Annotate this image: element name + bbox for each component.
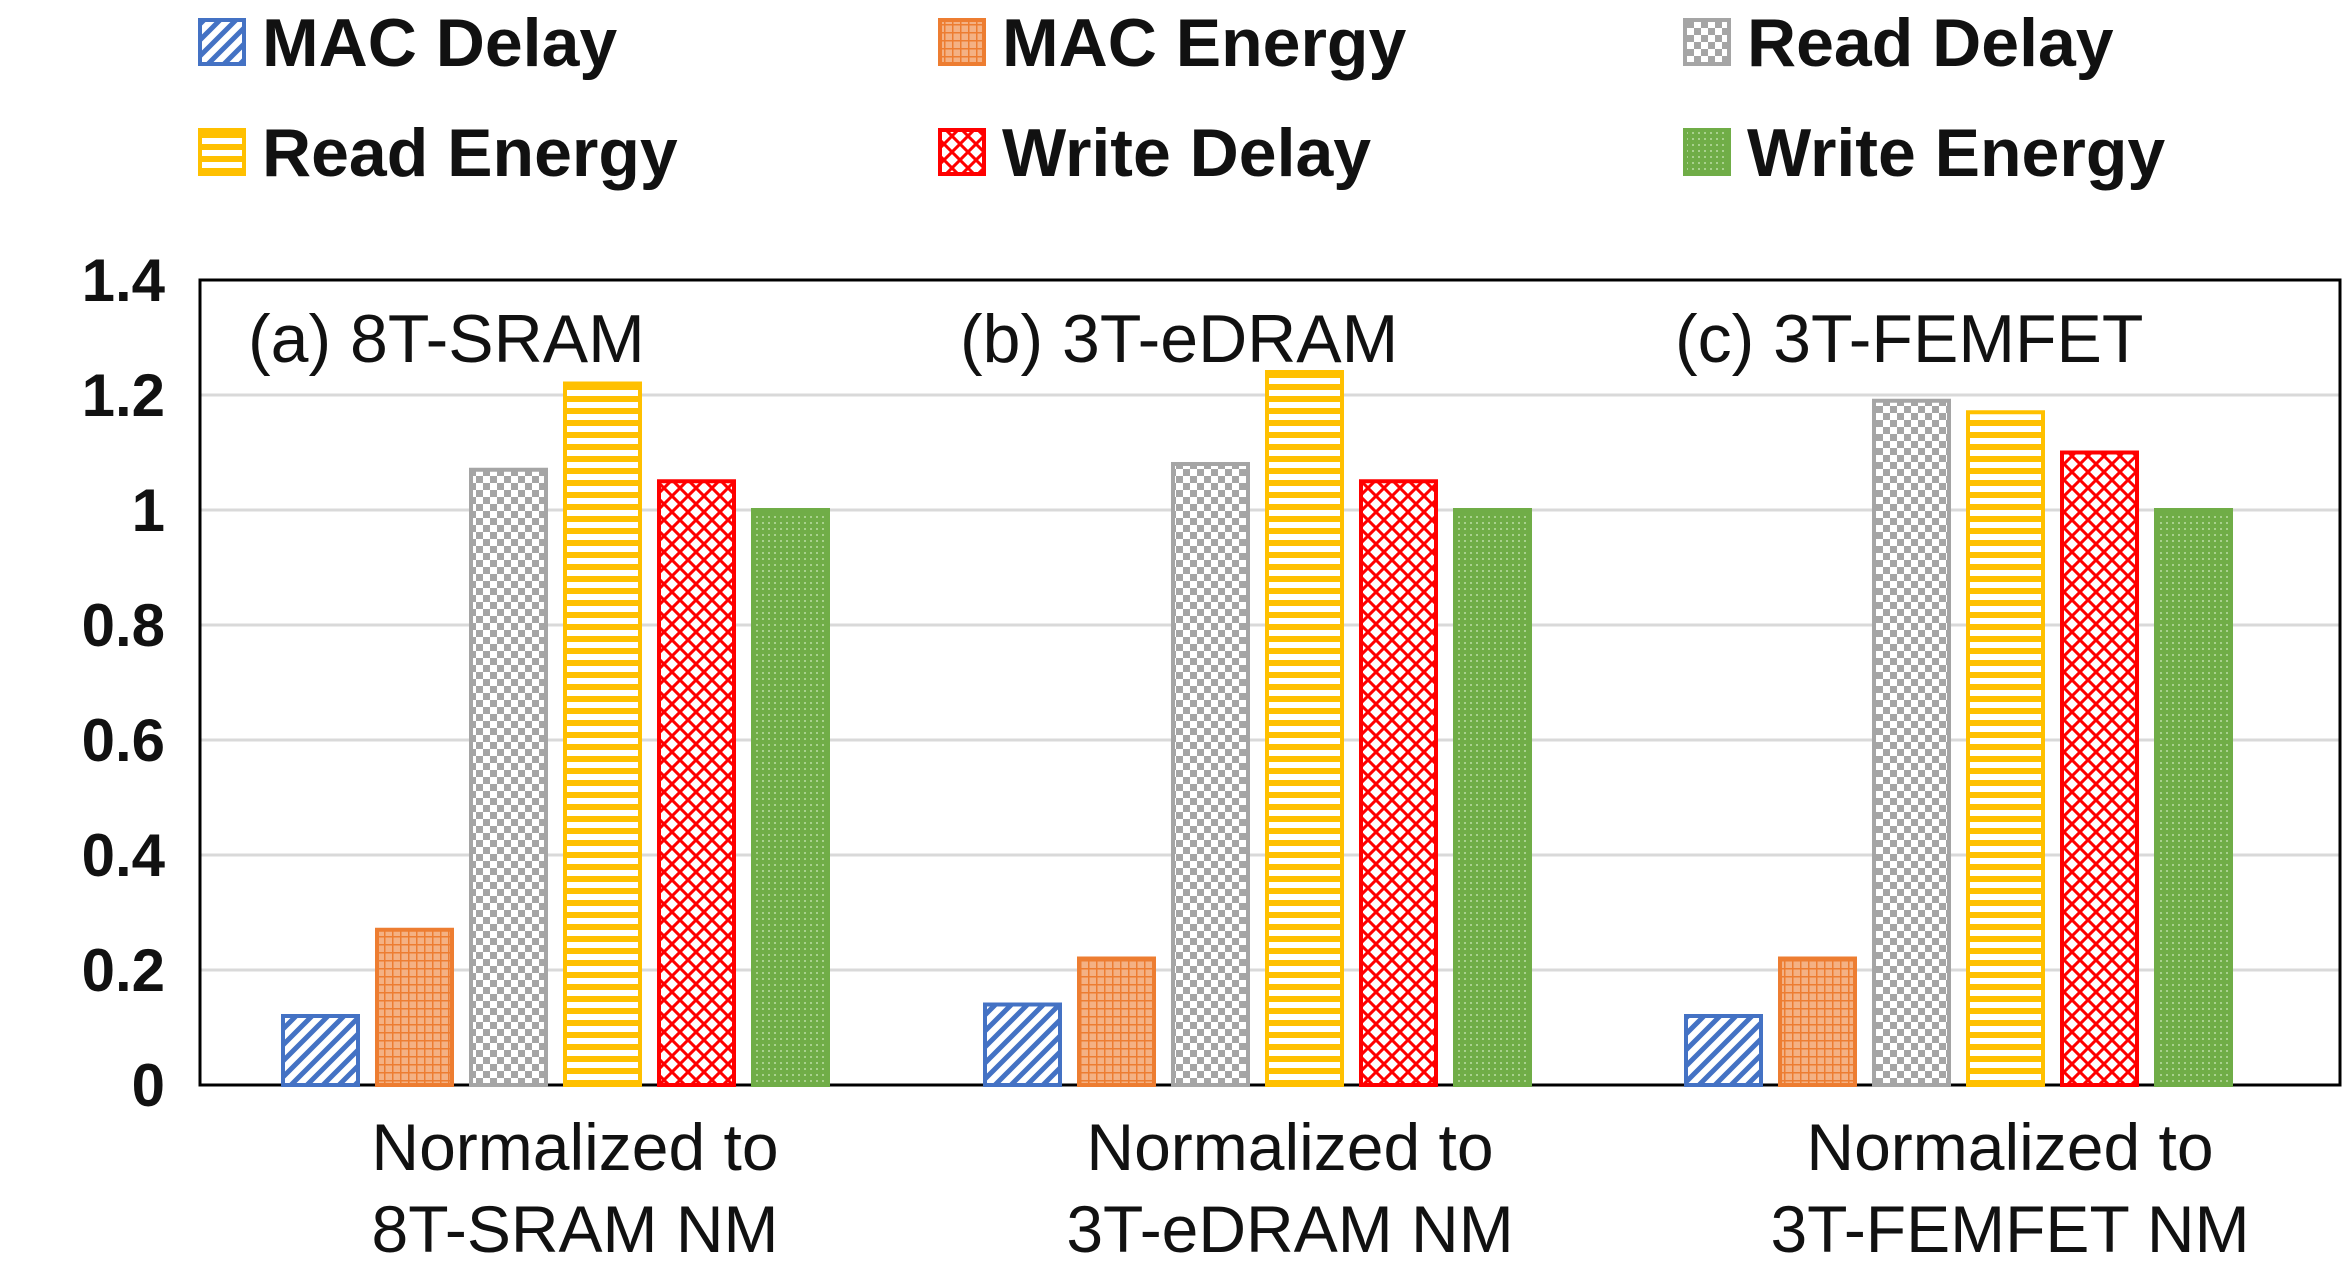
legend-item-read-energy: Read Energy (198, 115, 678, 191)
legend-swatch (938, 128, 986, 176)
y-tick-label: 0.8 (82, 592, 165, 659)
group-label-line: 3T-FEMFET NM (1770, 1192, 2249, 1266)
legend-swatch (1683, 128, 1731, 176)
y-tick-label: 0.2 (82, 937, 165, 1004)
bar-mac-energy-group-2 (1077, 956, 1156, 1087)
bar-read-delay-group-1 (469, 467, 548, 1087)
bar-write-energy-group-1 (751, 508, 830, 1087)
legend-label: Write Energy (1747, 115, 2165, 191)
bar-write-energy-group-2 (1453, 508, 1532, 1087)
y-tick-label: 1.4 (82, 247, 166, 314)
panel-titles: (a) 8T-SRAM (b) 3T-eDRAM (c) 3T-FEMFET (248, 301, 2143, 377)
group-label-line: Normalized to (371, 1110, 778, 1184)
legend-item-mac-energy: MAC Energy (938, 5, 1406, 81)
bar-read-delay-group-2 (1171, 462, 1250, 1087)
bar-read-energy-group-3 (1966, 410, 2045, 1087)
legend-label: Write Delay (1002, 115, 1371, 191)
panel-title: (c) 3T-FEMFET (1675, 301, 2143, 377)
group-label-line: 3T-eDRAM NM (1066, 1192, 1513, 1266)
bar-write-delay-group-3 (2060, 450, 2139, 1087)
legend-item-mac-delay: MAC Delay (198, 5, 617, 81)
legend-label: Read Energy (262, 115, 678, 191)
bar-write-delay-group-1 (657, 479, 736, 1087)
bar-read-energy-group-2 (1265, 370, 1344, 1087)
bar-mac-energy-group-1 (375, 927, 454, 1087)
bar-write-energy-group-3 (2154, 508, 2233, 1087)
bar-read-delay-group-3 (1872, 398, 1951, 1087)
legend-item-read-delay: Read Delay (1683, 5, 2114, 81)
bar-write-delay-group-2 (1359, 479, 1438, 1087)
y-tick-label: 1 (132, 477, 165, 544)
legend-item-write-delay: Write Delay (938, 115, 1371, 191)
x-axis-labels: Normalized to 8T-SRAM NM Normalized to 3T-e… (371, 1110, 2249, 1266)
y-tick-label: 0.4 (82, 822, 166, 889)
panel-title: (a) 8T-SRAM (248, 301, 645, 377)
y-tick-label: 0 (132, 1052, 165, 1119)
panel-title: (b) 3T-eDRAM (960, 301, 1398, 377)
group-label-line: 8T-SRAM NM (371, 1192, 778, 1266)
y-axis: 0 0.2 0.4 0.6 0.8 1 1.2 1.4 (82, 247, 166, 1119)
bar-mac-energy-group-3 (1778, 956, 1857, 1087)
legend-swatch (938, 18, 986, 66)
chart-legend: MAC Delay MAC Energy Read Delay Read Energy… (198, 5, 2165, 191)
bar-read-energy-group-1 (563, 381, 642, 1087)
legend-label: MAC Delay (262, 5, 617, 81)
legend-swatch (198, 18, 246, 66)
group-label-line: Normalized to (1806, 1110, 2213, 1184)
legend-swatch (1683, 18, 1731, 66)
legend-label: MAC Energy (1002, 5, 1406, 81)
bar-mac-delay-group-2 (983, 1002, 1062, 1087)
legend-item-write-energy: Write Energy (1683, 115, 2165, 191)
group-label-line: Normalized to (1086, 1110, 1493, 1184)
y-tick-label: 1.2 (82, 362, 165, 429)
bar-mac-delay-group-1 (281, 1014, 360, 1087)
y-tick-label: 0.6 (82, 707, 165, 774)
legend-swatch (198, 128, 246, 176)
legend-label: Read Delay (1747, 5, 2114, 81)
bar-mac-delay-group-3 (1684, 1014, 1763, 1087)
bars (281, 370, 2233, 1087)
